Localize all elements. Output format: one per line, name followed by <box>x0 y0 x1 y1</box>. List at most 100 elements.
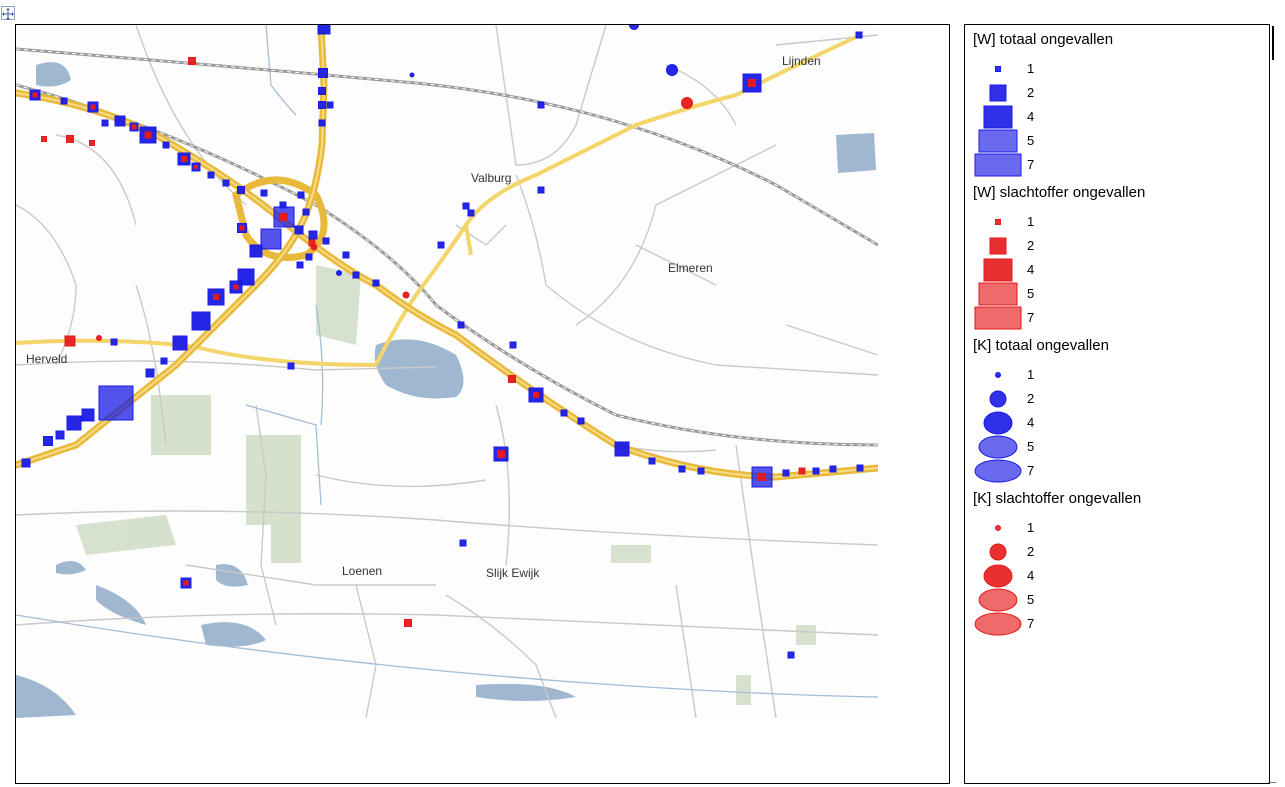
accident-marker-total[interactable] <box>648 457 656 465</box>
accident-marker-total[interactable] <box>279 201 287 209</box>
accident-marker-total[interactable] <box>318 101 326 109</box>
map-panel[interactable]: Lijnden Valburg Elmeren Herveld Loenen S… <box>15 24 950 784</box>
accident-marker-total[interactable] <box>462 202 470 210</box>
accident-markers[interactable] <box>21 25 864 659</box>
accident-marker-casualty[interactable] <box>404 619 412 627</box>
accident-marker-total[interactable] <box>66 415 82 431</box>
accident-marker-casualty[interactable] <box>64 335 76 347</box>
accident-marker-casualty[interactable] <box>508 375 516 383</box>
accident-marker-total[interactable] <box>459 539 467 547</box>
accident-marker-total[interactable] <box>856 464 864 472</box>
accident-marker-total[interactable] <box>308 230 318 240</box>
accident-marker-casualty[interactable] <box>233 284 239 290</box>
accident-marker-total[interactable] <box>302 208 310 216</box>
accident-marker-total[interactable] <box>297 191 305 199</box>
accident-marker-casualty[interactable] <box>194 165 198 169</box>
accident-marker-casualty[interactable] <box>280 213 288 221</box>
accident-marker-total[interactable] <box>467 209 475 217</box>
accident-marker-casualty[interactable] <box>32 92 38 98</box>
legend-symbol <box>978 435 1018 459</box>
accident-marker-casualty[interactable] <box>131 124 137 130</box>
accident-marker-total[interactable] <box>457 321 465 329</box>
accident-marker-total[interactable] <box>322 237 330 245</box>
accident-marker-total[interactable] <box>537 186 545 194</box>
accident-marker-casualty[interactable] <box>402 291 410 299</box>
accident-marker-total[interactable] <box>787 651 795 659</box>
accident-marker-total[interactable] <box>60 97 68 105</box>
legend-entry: 2 <box>965 540 1265 564</box>
accident-marker-total[interactable] <box>614 441 630 457</box>
accident-marker-total[interactable] <box>318 68 328 78</box>
accident-marker-casualty[interactable] <box>310 243 318 251</box>
accident-marker-total[interactable] <box>855 31 863 39</box>
accident-marker-casualty[interactable] <box>681 97 693 109</box>
accident-marker-casualty[interactable] <box>533 392 539 398</box>
accident-marker-casualty[interactable] <box>497 450 505 458</box>
accident-map[interactable]: Lijnden Valburg Elmeren Herveld Loenen S… <box>16 25 949 783</box>
accident-marker-total[interactable] <box>296 261 304 269</box>
accident-marker-total[interactable] <box>666 64 678 76</box>
legend-symbol <box>995 525 1001 531</box>
accident-marker-casualty[interactable] <box>41 136 47 142</box>
accident-marker-casualty[interactable] <box>89 140 95 146</box>
accident-marker-total[interactable] <box>812 467 820 475</box>
accident-marker-casualty[interactable] <box>213 294 219 300</box>
accident-marker-total[interactable] <box>172 335 188 351</box>
accident-marker-total[interactable] <box>326 101 334 109</box>
accident-marker-casualty[interactable] <box>758 473 766 481</box>
accident-marker-total[interactable] <box>43 436 53 446</box>
accident-marker-total[interactable] <box>318 119 326 127</box>
move-handle-icon[interactable] <box>1 6 15 20</box>
accident-marker-casualty[interactable] <box>798 467 806 475</box>
accident-marker-total[interactable] <box>260 228 282 250</box>
accident-marker-total[interactable] <box>207 171 215 179</box>
accident-marker-total[interactable] <box>294 225 304 235</box>
accident-marker-total[interactable] <box>678 465 686 473</box>
accident-marker-casualty[interactable] <box>188 57 196 65</box>
accident-marker-total[interactable] <box>114 115 126 127</box>
accident-marker-total[interactable] <box>145 368 155 378</box>
accident-marker-total[interactable] <box>336 270 342 276</box>
accident-marker-total[interactable] <box>342 251 350 259</box>
accident-marker-total[interactable] <box>287 362 295 370</box>
accident-marker-total[interactable] <box>110 338 118 346</box>
accident-marker-total[interactable] <box>81 408 95 422</box>
accident-marker-casualty[interactable] <box>96 335 102 341</box>
accident-marker-total[interactable] <box>829 465 837 473</box>
legend-value: 4 <box>1027 568 1035 583</box>
accident-marker-total[interactable] <box>237 186 245 194</box>
accident-marker-total[interactable] <box>629 25 639 30</box>
accident-marker-casualty[interactable] <box>181 156 187 162</box>
accident-marker-total[interactable] <box>509 341 517 349</box>
accident-marker-total[interactable] <box>782 469 790 477</box>
accident-marker-total[interactable] <box>560 409 568 417</box>
accident-marker-total[interactable] <box>222 179 230 187</box>
accident-marker-total[interactable] <box>260 189 268 197</box>
accident-marker-total[interactable] <box>101 119 109 127</box>
accident-marker-total[interactable] <box>697 467 705 475</box>
accident-marker-total[interactable] <box>21 458 31 468</box>
accident-marker-total[interactable] <box>537 101 545 109</box>
accident-marker-total[interactable] <box>191 311 211 331</box>
accident-marker-casualty[interactable] <box>748 79 756 87</box>
accident-marker-total[interactable] <box>249 244 263 258</box>
accident-marker-total[interactable] <box>160 357 168 365</box>
legend-symbol <box>983 258 1013 282</box>
accident-marker-total[interactable] <box>372 279 380 287</box>
accident-marker-casualty[interactable] <box>239 225 245 231</box>
accident-marker-casualty[interactable] <box>144 131 152 139</box>
accident-marker-casualty[interactable] <box>90 104 96 110</box>
accident-marker-total[interactable] <box>317 25 331 35</box>
accident-marker-total[interactable] <box>318 87 326 95</box>
legend-symbol <box>983 411 1013 435</box>
accident-marker-casualty[interactable] <box>183 580 189 586</box>
accident-marker-total[interactable] <box>305 253 313 261</box>
accident-marker-total[interactable] <box>98 385 134 421</box>
accident-marker-total[interactable] <box>162 141 170 149</box>
accident-marker-total[interactable] <box>55 430 65 440</box>
accident-marker-casualty[interactable] <box>66 135 74 143</box>
accident-marker-total[interactable] <box>409 72 415 78</box>
accident-marker-total[interactable] <box>577 417 585 425</box>
accident-marker-total[interactable] <box>437 241 445 249</box>
accident-marker-total[interactable] <box>352 271 360 279</box>
